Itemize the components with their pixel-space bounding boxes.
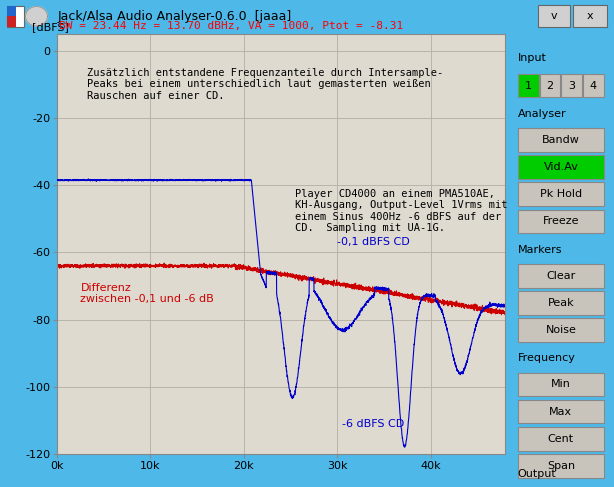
FancyBboxPatch shape	[540, 74, 561, 97]
Text: v: v	[551, 11, 557, 21]
Text: 4: 4	[590, 80, 597, 91]
Text: Pk Hold: Pk Hold	[540, 189, 582, 199]
Text: -0,1 dBFS CD: -0,1 dBFS CD	[337, 237, 410, 247]
FancyBboxPatch shape	[518, 454, 604, 478]
FancyBboxPatch shape	[561, 74, 582, 97]
Text: Min: Min	[551, 379, 571, 390]
Text: Analyser: Analyser	[518, 109, 567, 119]
Text: Frequency: Frequency	[518, 353, 576, 363]
Bar	[573, 5, 607, 27]
Text: Output: Output	[518, 469, 557, 479]
Text: BW = 23.44 Hz = 13.70 dBHz, VA = 1000, Ptot = -8.31: BW = 23.44 Hz = 13.70 dBHz, VA = 1000, P…	[60, 21, 403, 31]
Bar	[7, 16, 16, 27]
Text: Freeze: Freeze	[543, 216, 579, 226]
Text: 2: 2	[546, 80, 554, 91]
Text: Player CD4000 an einem PMA510AE,
KH-Ausgang, Output-Level 1Vrms mit
einem Sinus : Player CD4000 an einem PMA510AE, KH-Ausg…	[295, 188, 508, 233]
Text: Zusätzlich entstandene Frequenzanteile durch Intersample-
Peaks bei einem unters: Zusätzlich entstandene Frequenzanteile d…	[87, 68, 443, 101]
Text: Markers: Markers	[518, 244, 562, 255]
Text: 1: 1	[525, 80, 532, 91]
FancyBboxPatch shape	[518, 318, 604, 342]
Text: Cent: Cent	[548, 434, 574, 444]
Text: Vid.Av: Vid.Av	[543, 162, 578, 172]
Text: Bandw: Bandw	[542, 135, 580, 145]
FancyBboxPatch shape	[518, 427, 604, 450]
Text: Differenz
zwischen -0,1 und -6 dB: Differenz zwischen -0,1 und -6 dB	[80, 282, 214, 304]
Text: -6 dBFS CD: -6 dBFS CD	[342, 419, 404, 429]
FancyBboxPatch shape	[518, 128, 604, 151]
Bar	[7, 6, 16, 16]
Text: Span: Span	[547, 461, 575, 471]
Polygon shape	[26, 7, 47, 26]
FancyBboxPatch shape	[518, 74, 538, 97]
FancyBboxPatch shape	[518, 373, 604, 396]
Text: Jack/Alsa Audio Analyser-0.6.0  [jaaa]: Jack/Alsa Audio Analyser-0.6.0 [jaaa]	[58, 10, 292, 23]
Bar	[7, 6, 25, 27]
FancyBboxPatch shape	[518, 291, 604, 315]
FancyBboxPatch shape	[518, 400, 604, 423]
Text: Clear: Clear	[546, 271, 575, 281]
Text: [dBFS]: [dBFS]	[33, 22, 69, 32]
FancyBboxPatch shape	[583, 74, 604, 97]
Text: x: x	[586, 11, 593, 21]
FancyBboxPatch shape	[518, 209, 604, 233]
Text: Noise: Noise	[545, 325, 577, 335]
FancyBboxPatch shape	[518, 183, 604, 206]
Text: Peak: Peak	[548, 298, 574, 308]
Text: Input: Input	[518, 54, 546, 63]
FancyBboxPatch shape	[518, 155, 604, 179]
FancyBboxPatch shape	[518, 264, 604, 287]
Bar	[538, 5, 570, 27]
Text: Max: Max	[550, 407, 572, 417]
Text: 3: 3	[568, 80, 575, 91]
